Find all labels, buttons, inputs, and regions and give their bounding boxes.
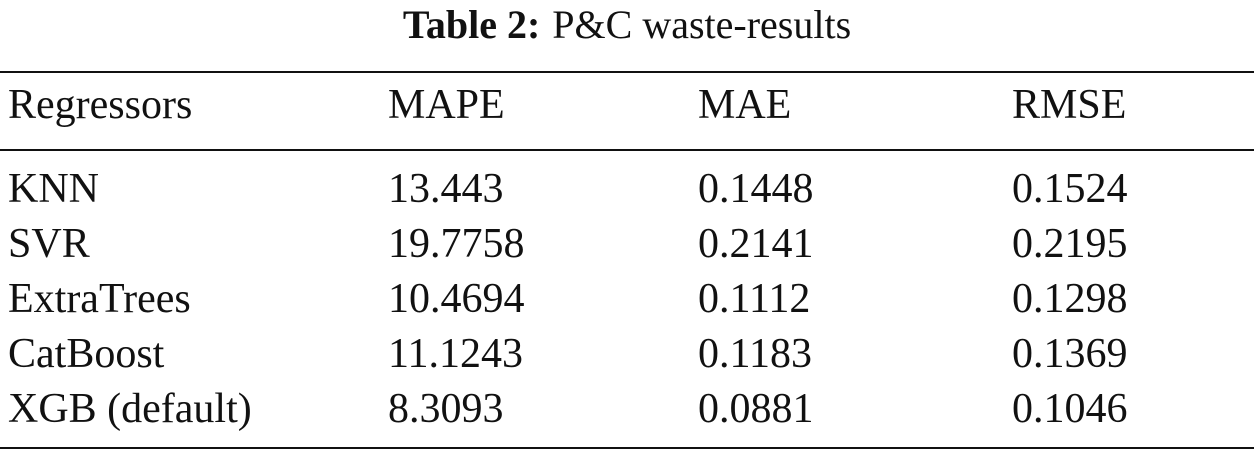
- value-cell: 0.1298: [1012, 276, 1128, 322]
- header-cell: RMSE: [1012, 82, 1127, 128]
- value-cell: 13.443: [388, 166, 504, 212]
- value-cell: 10.4694: [388, 276, 525, 322]
- row-label: XGB (default): [8, 386, 252, 432]
- header-cell: MAE: [698, 82, 792, 128]
- row-label: ExtraTrees: [8, 276, 191, 322]
- value-cell: 0.2141: [698, 221, 814, 267]
- mid-rule: [0, 149, 1254, 151]
- value-cell: 0.1046: [1012, 386, 1128, 432]
- row-label: SVR: [8, 221, 90, 267]
- value-cell: 0.1183: [698, 331, 812, 377]
- caption-label: Table 2:: [402, 2, 541, 47]
- top-rule: [0, 71, 1254, 73]
- value-cell: 19.7758: [388, 221, 525, 267]
- row-label: CatBoost: [8, 331, 165, 377]
- header-cell: Regressors: [8, 82, 193, 128]
- value-cell: 11.1243: [388, 331, 523, 377]
- caption-text: P&C waste-results: [552, 2, 852, 47]
- value-cell: 0.1112: [698, 276, 811, 322]
- value-cell: 0.0881: [698, 386, 814, 432]
- row-label: KNN: [8, 166, 99, 212]
- value-cell: 8.3093: [388, 386, 504, 432]
- bottom-rule: [0, 447, 1254, 449]
- header-cell: MAPE: [388, 82, 505, 128]
- caption: Table 2: P&C waste-results: [0, 0, 1254, 50]
- value-cell: 0.1524: [1012, 166, 1128, 212]
- value-cell: 0.1369: [1012, 331, 1128, 377]
- value-cell: 0.2195: [1012, 221, 1128, 267]
- value-cell: 0.1448: [698, 166, 814, 212]
